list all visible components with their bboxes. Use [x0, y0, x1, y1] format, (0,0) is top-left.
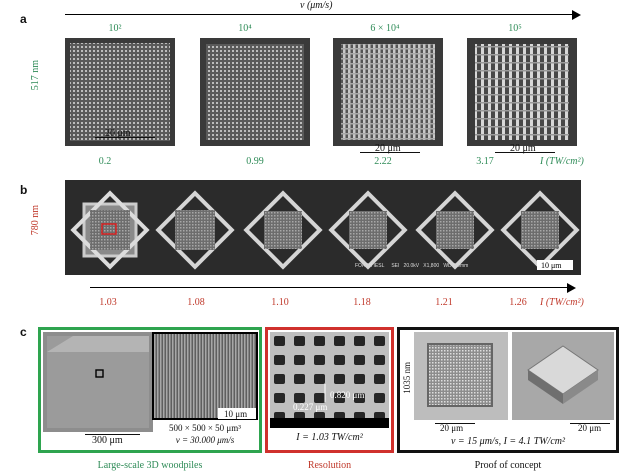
scalebar-a1-label: 20 μm	[105, 128, 131, 139]
speed-label-4: 10⁵	[508, 23, 522, 34]
caption-large-scale: Large-scale 3D woodpiles	[97, 460, 203, 471]
sem-image-c5	[512, 332, 614, 420]
speed-label-1: 10²	[108, 23, 122, 34]
sem-image-a3	[333, 38, 443, 146]
scalebar-c1-label: 300 μm	[92, 435, 123, 446]
speed-label-2: 10⁴	[238, 23, 252, 34]
measure-1: 0.820 μm	[330, 390, 365, 400]
intensity-label-c: I = 1.03 TW/cm²	[296, 432, 363, 443]
sem-image-c2	[152, 332, 258, 420]
intensity-axis-b: I (TW/cm²)	[540, 297, 584, 308]
velocity-axis-title: v (μm/s)	[300, 0, 333, 11]
scalebar-c5	[570, 423, 610, 424]
scalebar-c2-label: 10 μm	[224, 409, 248, 419]
intensity-a4: 3.17	[476, 156, 494, 167]
scalebar-a3	[360, 152, 420, 153]
intensity-axis-arrowhead-b	[567, 283, 576, 293]
sem-strip-b: FORTH IESL SEI 20.0kV X1,800 WD 8.0mm 10…	[65, 180, 581, 275]
panel-b-label: b	[20, 183, 28, 197]
sem-image-a4	[467, 38, 577, 146]
sem-footer-mode: SEI	[391, 263, 400, 269]
sem-image-a2	[200, 38, 310, 146]
scalebar-c5-label: 20 μm	[578, 423, 602, 433]
panel-c-label: c	[20, 325, 27, 339]
sem-footer-wd: WD 8.0mm	[443, 263, 469, 269]
intensity-b5: 1.21	[435, 297, 453, 308]
sem-structure-b1	[70, 190, 150, 270]
sem-image-c4	[414, 332, 508, 420]
sem-image-c3	[270, 332, 389, 428]
sem-structure-b3	[243, 190, 323, 270]
measure-2: 0.227 μm	[293, 402, 328, 412]
scalebar-c4	[435, 423, 475, 424]
sem-footer-c3	[270, 418, 389, 428]
velocity-axis-arrowhead	[572, 10, 581, 20]
scalebar-a4	[495, 152, 555, 153]
group-large-scale-frame	[38, 327, 262, 453]
intensity-b4: 1.18	[353, 297, 371, 308]
speed-label-3: 6 × 10⁴	[370, 23, 400, 34]
sem-structure-b2	[155, 190, 235, 270]
scalebar-c2-box	[218, 408, 256, 419]
sem-scalebar-box	[537, 260, 573, 270]
sem-image-c1	[43, 332, 153, 432]
intensity-b3: 1.10	[271, 297, 289, 308]
sem-footer: FORTH IESL SEI 20.0kV X1,800 WD 8.0mm	[355, 263, 468, 269]
scalebar-a3-label: 20 μm	[375, 143, 401, 154]
sem-image-a1	[65, 38, 175, 146]
dims-label: 500 × 500 × 50 μm³	[169, 423, 241, 433]
intensity-b6: 1.26	[509, 297, 527, 308]
intensity-a1: 0.2	[98, 156, 112, 167]
caption-proof: Proof of concept	[474, 460, 542, 471]
speed-label-c: v = 30.000 μm/s	[175, 435, 235, 445]
caption-resolution: Resolution	[307, 460, 352, 471]
velocity-axis-line	[65, 14, 575, 15]
panel-b-height-label: 780 nm	[30, 205, 41, 236]
intensity-b1: 1.03	[99, 297, 117, 308]
intensity-axis-line-b	[90, 287, 570, 288]
scalebar-c1	[85, 434, 140, 435]
intensity-b2: 1.08	[187, 297, 205, 308]
sem-footer-voltage: 20.0kV	[403, 263, 420, 269]
intensity-a3: 2.22	[374, 156, 392, 167]
scalebar-a1	[95, 137, 155, 138]
group-proof-frame	[397, 327, 619, 453]
group-resolution-frame	[265, 327, 394, 453]
sem-footer-mag: X1,800	[423, 263, 440, 269]
intensity-a2: 0.99	[246, 156, 264, 167]
panel-a-label: a	[20, 12, 27, 26]
sem-footer-lab: FORTH IESL	[355, 263, 385, 269]
params-label-c: v = 15 μm/s, I = 4.1 TW/cm²	[450, 436, 565, 447]
sem-scalebar-label-b: 10 μm	[541, 261, 562, 270]
sem-structure-b6	[500, 190, 580, 270]
sem-structure-b5	[415, 190, 495, 270]
sem-structure-b4	[328, 190, 408, 270]
scalebar-c4-label: 20 μm	[440, 423, 464, 433]
height-label-c: 1035 nm	[402, 362, 412, 394]
intensity-axis-a: I (TW/cm²)	[540, 156, 584, 167]
panel-a-height-label: 517 nm	[30, 60, 41, 91]
scalebar-a4-label: 20 μm	[510, 143, 536, 154]
